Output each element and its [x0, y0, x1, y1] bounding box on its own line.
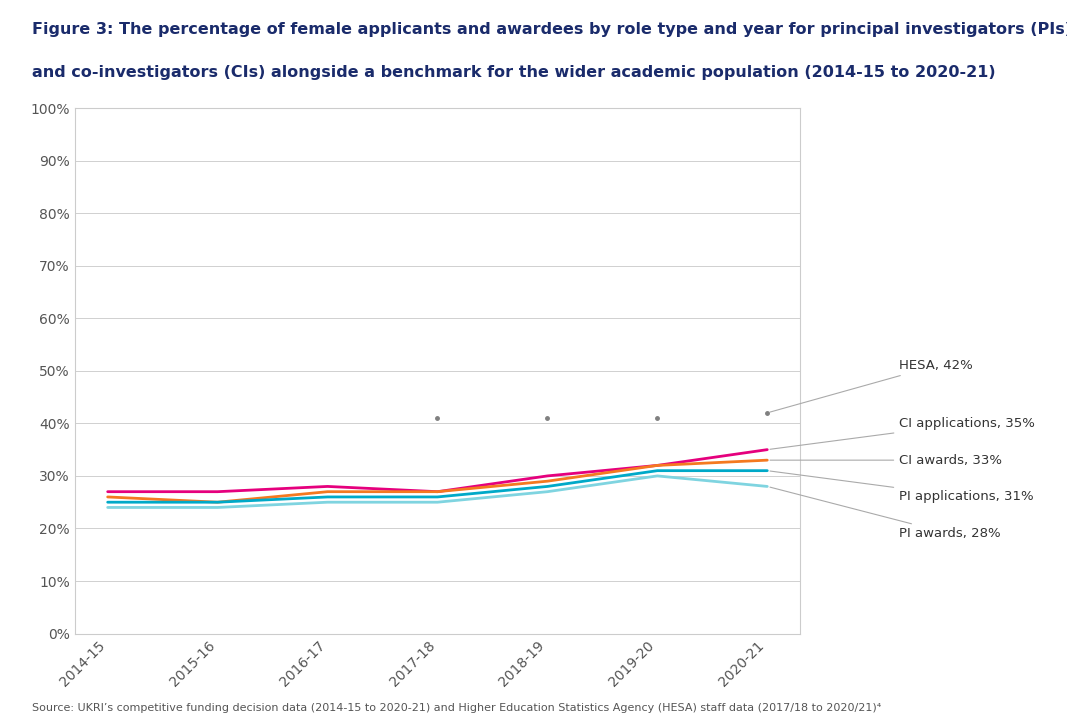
Text: Figure 3: The percentage of female applicants and awardees by role type and year: Figure 3: The percentage of female appli…: [32, 22, 1067, 37]
Text: PI applications, 31%: PI applications, 31%: [770, 471, 1034, 503]
Text: HESA, 42%: HESA, 42%: [770, 359, 973, 412]
Text: Source: UKRI’s competitive funding decision data (2014-15 to 2020-21) and Higher: Source: UKRI’s competitive funding decis…: [32, 703, 881, 713]
Text: CI applications, 35%: CI applications, 35%: [770, 417, 1035, 449]
Text: and co-investigators (CIs) alongside a benchmark for the wider academic populati: and co-investigators (CIs) alongside a b…: [32, 65, 996, 80]
Text: PI awards, 28%: PI awards, 28%: [770, 487, 1001, 540]
Text: CI awards, 33%: CI awards, 33%: [770, 454, 1002, 467]
